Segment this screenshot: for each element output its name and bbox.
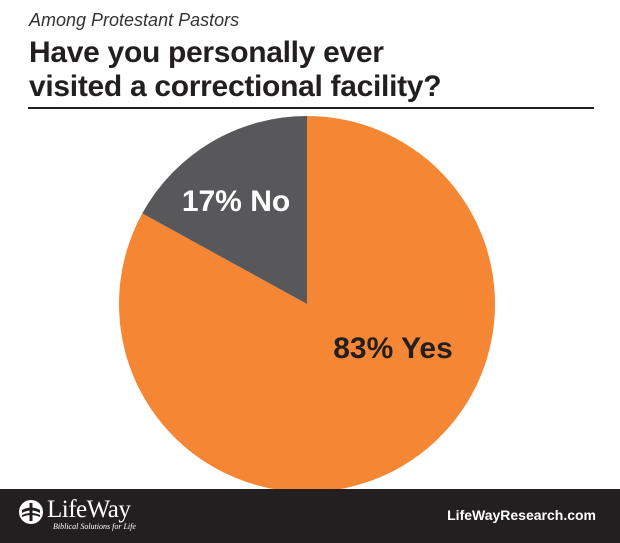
- lifeway-logo[interactable]: LifeWay Biblical Solutions for Life: [18, 497, 136, 533]
- brand-name: LifeWay: [47, 496, 131, 523]
- chart-title-line-2: visited a correctional facility?: [29, 70, 442, 103]
- pie-slice-no: [142, 116, 307, 304]
- footer-bar: LifeWay Biblical Solutions for Life Life…: [0, 489, 620, 543]
- chart-title-line-1: Have you personally ever: [29, 36, 384, 69]
- pie-slice-yes: [119, 116, 495, 489]
- website-link[interactable]: LifeWayResearch.com: [447, 507, 596, 523]
- lifeway-cross-icon: [19, 500, 43, 524]
- title-divider: [28, 107, 594, 109]
- brand-tagline: Biblical Solutions for Life: [53, 522, 136, 531]
- slice-label-yes: 83% Yes: [333, 332, 453, 365]
- pie-chart: 83% Yes 17% No: [119, 116, 495, 489]
- chart-title: Have you personally ever visited a corre…: [29, 36, 609, 104]
- chart-subtitle: Among Protestant Pastors: [29, 10, 240, 30]
- slice-label-no: 17% No: [182, 185, 290, 218]
